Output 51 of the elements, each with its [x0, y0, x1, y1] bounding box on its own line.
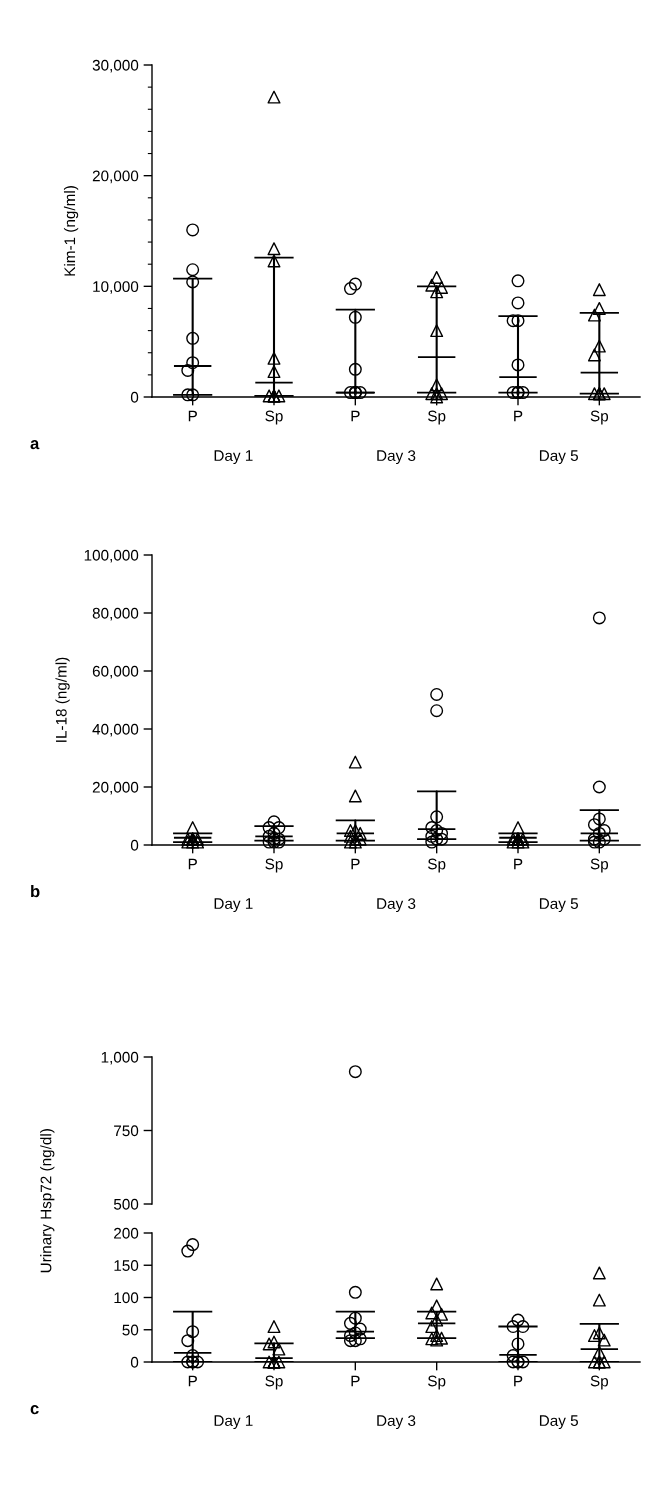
y-tick-label: 100,000: [84, 549, 139, 563]
x-tick-label: P: [188, 858, 197, 870]
text: b: [31, 885, 40, 898]
text: c: [30, 1405, 39, 1415]
y-tick-label: 50: [122, 1324, 139, 1336]
x-tick-label: P: [514, 410, 523, 422]
text: a: [30, 440, 40, 450]
x-tick-label: Sp: [428, 1375, 446, 1390]
x-tick-label: P: [351, 410, 360, 422]
y-tick-label: 60,000: [92, 665, 139, 679]
text: Day 1: [214, 898, 253, 913]
text: Day 3: [377, 450, 416, 465]
y-tick-label: 10,000: [93, 281, 139, 294]
x-tick-label: P: [188, 1375, 197, 1387]
y-tick-label: 750: [114, 1125, 139, 1137]
y-tick-label: 150: [114, 1260, 139, 1271]
x-tick-label: P: [514, 858, 523, 870]
text: Day 1: [214, 450, 253, 465]
y-tick-label: 200: [114, 1227, 139, 1239]
x-tick-label: Sp: [265, 410, 283, 425]
x-tick-label: Sp: [590, 410, 609, 425]
y-axis-title: Urinary Hsp72 (ng/dl): [40, 1129, 55, 1273]
x-tick-label: Sp: [265, 1375, 283, 1390]
y-tick-label: 0: [130, 391, 139, 403]
x-tick-label: Sp: [428, 858, 446, 873]
x-tick-label: Sp: [590, 858, 609, 873]
y-tick-label: 1,000: [101, 1051, 139, 1065]
x-tick-label: Sp: [265, 858, 283, 873]
y-tick-label: 20,000: [92, 170, 139, 184]
y-tick-label: 40,000: [92, 723, 139, 737]
text: Day 5: [539, 450, 578, 465]
text: Day 3: [377, 898, 416, 913]
y-tick-label: 500: [113, 1198, 139, 1210]
y-tick-label: 20,000: [92, 781, 139, 795]
text: Day 3: [377, 1415, 416, 1430]
x-tick-label: P: [514, 1375, 523, 1387]
x-tick-label: P: [351, 858, 360, 870]
y-tick-label: 30,000: [92, 59, 139, 73]
text: Day 1: [214, 1415, 253, 1430]
y-tick-label: 0: [130, 1356, 139, 1368]
y-tick-label: 80,000: [92, 607, 139, 621]
y-tick-label: 0: [130, 839, 139, 851]
x-tick-label: P: [351, 1375, 360, 1387]
x-tick-label: Sp: [590, 1375, 609, 1390]
y-tick-label: 100: [114, 1292, 139, 1304]
text: Day 5: [539, 1415, 578, 1430]
x-tick-label: Sp: [428, 410, 446, 425]
y-axis-title: IL-18 (ng/ml): [55, 657, 70, 742]
y-axis-title: Kim-1 (ng/ml): [63, 186, 79, 276]
x-tick-label: P: [188, 410, 197, 422]
text: Day 5: [539, 898, 578, 913]
